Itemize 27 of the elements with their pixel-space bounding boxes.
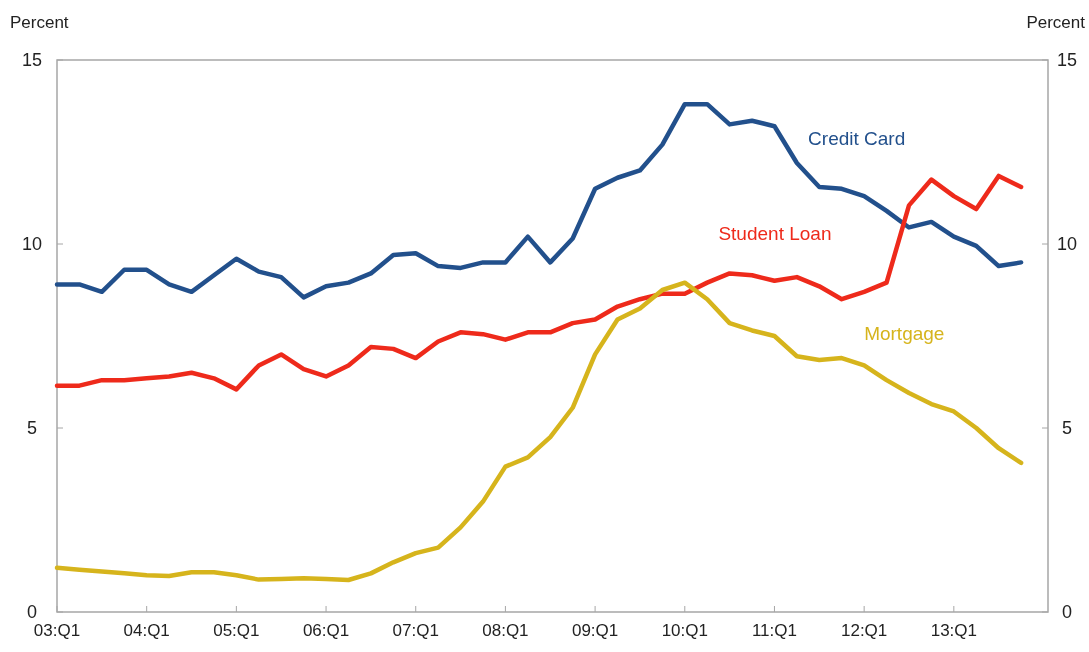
x-tick-label: 06:Q1	[302, 621, 350, 640]
y-tick-label: 0	[26, 602, 38, 623]
y2-tick-label: 15	[1056, 50, 1078, 71]
x-tick-label: 09:Q1	[571, 621, 619, 640]
y2-tick-label: 0	[1061, 602, 1073, 623]
x-tick-label: 12:Q1	[840, 621, 888, 640]
x-tick-label: 07:Q1	[392, 621, 439, 640]
series-label: Student Loan	[718, 223, 832, 245]
line-series	[54, 101, 1024, 300]
y-tick-label: 5	[26, 418, 38, 439]
line-series	[54, 173, 1024, 392]
line-series	[54, 280, 1024, 583]
series-label: Mortgage	[864, 322, 945, 344]
x-tick-label: 08:Q1	[482, 621, 529, 640]
y-tick-label: 10	[21, 234, 43, 255]
x-tick-label: 11:Q1	[751, 621, 797, 640]
series-label: Credit Card	[808, 127, 906, 149]
x-tick-label: 03:Q1	[33, 621, 81, 640]
y-axis-title: Percent	[10, 13, 69, 32]
x-tick-label: 10:Q1	[661, 621, 708, 640]
y-tick-label: 15	[21, 50, 43, 71]
x-tick-label: 13:Q1	[930, 621, 977, 640]
y2-axis-title: Percent	[1026, 13, 1086, 32]
x-tick-label: 04:Q1	[123, 621, 170, 640]
y2-tick-label: 5	[1061, 418, 1073, 439]
x-tick-label: 05:Q1	[213, 621, 260, 640]
y2-tick-label: 10	[1056, 234, 1078, 255]
